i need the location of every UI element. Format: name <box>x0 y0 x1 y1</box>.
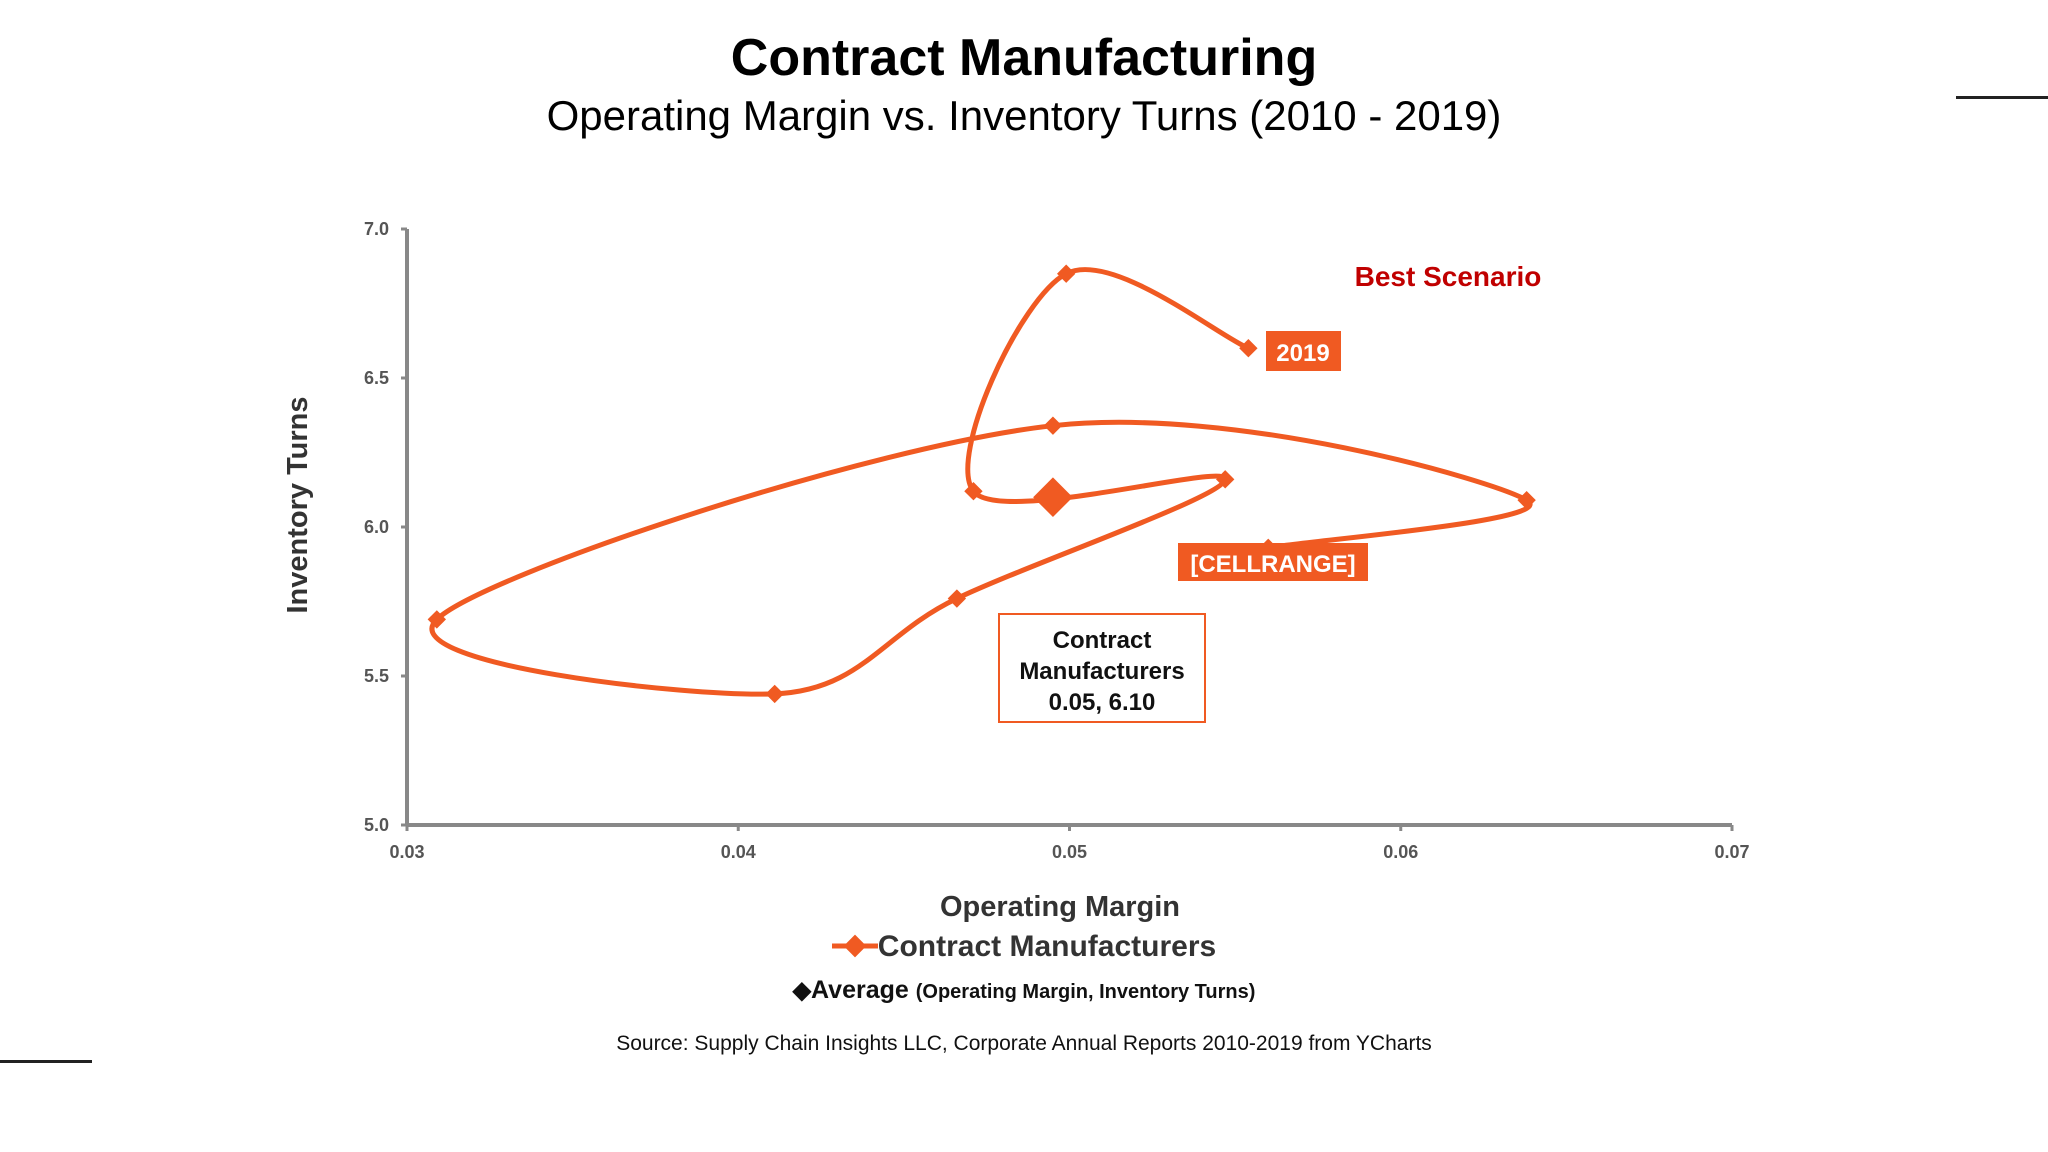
average-callout-box <box>998 613 1206 723</box>
legend-average-diamond-icon: ◆ <box>792 977 812 1004</box>
x-tick-label: 0.05 <box>1052 842 1087 862</box>
y-tick-label: 5.5 <box>364 666 389 686</box>
average-callout-line: Manufacturers <box>1019 658 1184 685</box>
y-tick-label: 6.5 <box>364 368 389 388</box>
series-markers <box>427 264 1536 704</box>
legend-series: Contract Manufacturers <box>0 930 2048 964</box>
legend-series-swatch <box>831 934 878 958</box>
source-note: Source: Supply Chain Insights LLC, Corpo… <box>616 1032 1432 1055</box>
data-point <box>1056 264 1076 283</box>
legend-average-note: (Operating Margin, Inventory Turns) <box>915 981 1256 1003</box>
cellrange-box <box>1178 543 1368 581</box>
legend-average: ◆Average (Operating Margin, Inventory Tu… <box>0 976 2048 1005</box>
average-callout-line: Contract <box>1053 627 1152 654</box>
series-line-contract-manufacturers <box>429 267 1533 697</box>
chart-axes <box>405 229 1732 827</box>
cellrange-label: [CELLRANGE] <box>1190 551 1355 578</box>
data-point <box>427 610 447 629</box>
data-point <box>1043 416 1063 435</box>
average-point <box>1033 477 1073 517</box>
data-point <box>765 684 784 704</box>
chart-title: Contract Manufacturing <box>730 29 1318 87</box>
x-tick-label: 0.03 <box>389 842 424 862</box>
data-point <box>1517 490 1536 510</box>
x-tick-label: 0.07 <box>1714 842 1749 862</box>
data-point <box>1215 470 1235 489</box>
chart-ticks: 0.03 0.04 0.05 0.06 0.07 5.0 5.5 6.0 6.5 7.0 <box>364 219 1750 862</box>
data-point <box>1239 339 1258 358</box>
data-point <box>964 482 983 501</box>
decorative-line-bottom-left <box>0 1060 92 1063</box>
chart-annotations: Best Scenario 2019 [CELLRANGE] Contract Manu… <box>998 261 1542 723</box>
legend-average-label: Average <box>811 976 909 1004</box>
label-2019: 2019 <box>1276 340 1329 367</box>
y-tick-label: 5.0 <box>364 815 389 835</box>
x-tick-label: 0.06 <box>1383 842 1418 862</box>
x-tick-label: 0.04 <box>721 842 756 862</box>
chart-subtitle: Operating Margin vs. Inventory Turns (20… <box>546 92 1502 139</box>
y-axis-label: Inventory Turns <box>282 397 314 614</box>
y-tick-label: 7.0 <box>364 219 389 239</box>
legend-series-label: Contract Manufacturers <box>877 930 1217 963</box>
label-2019-box <box>1266 331 1341 371</box>
y-tick-label: 6.0 <box>364 517 389 537</box>
average-callout-line: 0.05, 6.10 <box>1049 689 1156 716</box>
x-axis-label: Operating Margin <box>940 891 1180 923</box>
decorative-line-top-right <box>1956 96 2048 99</box>
best-scenario-label: Best Scenario <box>1355 261 1542 292</box>
data-point <box>947 589 967 608</box>
